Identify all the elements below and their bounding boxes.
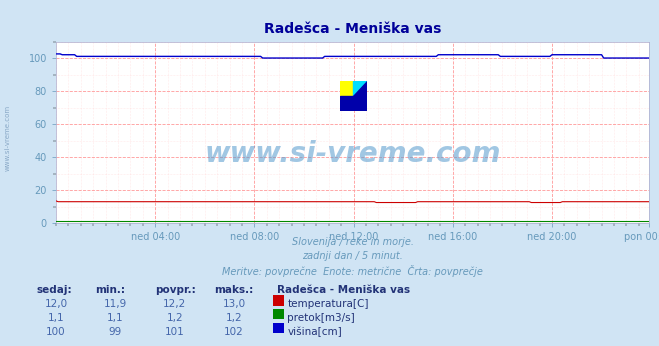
Text: 1,2: 1,2	[225, 313, 243, 323]
Text: 1,1: 1,1	[107, 313, 124, 323]
Text: višina[cm]: višina[cm]	[287, 327, 342, 337]
Text: Radešca - Meniška vas: Radešca - Meniška vas	[277, 285, 410, 295]
Text: 1,2: 1,2	[166, 313, 183, 323]
Text: Radešca - Meniška vas: Radešca - Meniška vas	[264, 22, 442, 36]
Text: pretok[m3/s]: pretok[m3/s]	[287, 313, 355, 323]
Text: 100: 100	[46, 327, 66, 337]
Text: min.:: min.:	[96, 285, 126, 295]
Text: sedaj:: sedaj:	[36, 285, 72, 295]
Bar	[339, 96, 367, 111]
Text: www.si-vreme.com: www.si-vreme.com	[5, 105, 11, 172]
Text: Slovenija / reke in morje.: Slovenija / reke in morje.	[291, 237, 414, 247]
Text: maks.:: maks.:	[214, 285, 254, 295]
Text: Meritve: povprečne  Enote: metrične  Črta: povprečje: Meritve: povprečne Enote: metrične Črta:…	[222, 265, 483, 277]
Polygon shape	[353, 81, 367, 96]
Bar	[353, 81, 367, 96]
Text: 1,1: 1,1	[47, 313, 65, 323]
Text: 99: 99	[109, 327, 122, 337]
Text: 12,2: 12,2	[163, 299, 186, 309]
Text: 13,0: 13,0	[222, 299, 246, 309]
Text: 11,9: 11,9	[103, 299, 127, 309]
Text: 102: 102	[224, 327, 244, 337]
Text: www.si-vreme.com: www.si-vreme.com	[204, 140, 501, 168]
Text: 101: 101	[165, 327, 185, 337]
Text: povpr.:: povpr.:	[155, 285, 196, 295]
Bar	[339, 81, 353, 96]
Text: zadnji dan / 5 minut.: zadnji dan / 5 minut.	[302, 251, 403, 261]
Text: temperatura[C]: temperatura[C]	[287, 299, 369, 309]
Text: 12,0: 12,0	[44, 299, 68, 309]
